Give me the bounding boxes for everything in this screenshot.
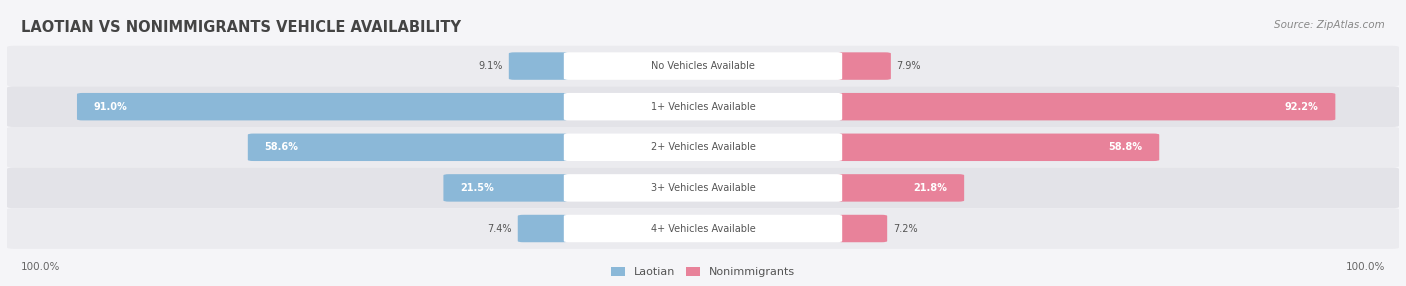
FancyBboxPatch shape — [443, 174, 568, 202]
FancyBboxPatch shape — [838, 174, 965, 202]
FancyBboxPatch shape — [509, 52, 568, 80]
Text: 100.0%: 100.0% — [21, 263, 60, 272]
Text: 9.1%: 9.1% — [479, 61, 503, 71]
FancyBboxPatch shape — [517, 215, 568, 242]
Text: 7.9%: 7.9% — [897, 61, 921, 71]
Text: 91.0%: 91.0% — [94, 102, 128, 112]
Text: No Vehicles Available: No Vehicles Available — [651, 61, 755, 71]
FancyBboxPatch shape — [564, 215, 842, 242]
FancyBboxPatch shape — [838, 215, 887, 242]
Text: 7.4%: 7.4% — [488, 224, 512, 233]
FancyBboxPatch shape — [7, 46, 1399, 86]
Text: 100.0%: 100.0% — [1346, 263, 1385, 272]
Text: 58.8%: 58.8% — [1108, 142, 1142, 152]
Text: 1+ Vehicles Available: 1+ Vehicles Available — [651, 102, 755, 112]
FancyBboxPatch shape — [247, 134, 568, 161]
FancyBboxPatch shape — [7, 127, 1399, 168]
Text: 21.5%: 21.5% — [460, 183, 494, 193]
Text: 2+ Vehicles Available: 2+ Vehicles Available — [651, 142, 755, 152]
FancyBboxPatch shape — [838, 134, 1160, 161]
FancyBboxPatch shape — [77, 93, 568, 120]
Text: 7.2%: 7.2% — [893, 224, 918, 233]
Text: 3+ Vehicles Available: 3+ Vehicles Available — [651, 183, 755, 193]
Text: 58.6%: 58.6% — [264, 142, 298, 152]
FancyBboxPatch shape — [564, 52, 842, 80]
Text: 21.8%: 21.8% — [914, 183, 948, 193]
FancyBboxPatch shape — [7, 168, 1399, 208]
FancyBboxPatch shape — [838, 93, 1336, 120]
Text: 92.2%: 92.2% — [1285, 102, 1319, 112]
FancyBboxPatch shape — [7, 86, 1399, 127]
FancyBboxPatch shape — [7, 208, 1399, 249]
Text: 4+ Vehicles Available: 4+ Vehicles Available — [651, 224, 755, 233]
FancyBboxPatch shape — [564, 174, 842, 202]
Legend: Laotian, Nonimmigrants: Laotian, Nonimmigrants — [609, 263, 797, 281]
Text: Source: ZipAtlas.com: Source: ZipAtlas.com — [1274, 20, 1385, 30]
FancyBboxPatch shape — [564, 93, 842, 120]
FancyBboxPatch shape — [838, 52, 891, 80]
Text: LAOTIAN VS NONIMMIGRANTS VEHICLE AVAILABILITY: LAOTIAN VS NONIMMIGRANTS VEHICLE AVAILAB… — [21, 20, 461, 35]
FancyBboxPatch shape — [564, 134, 842, 161]
